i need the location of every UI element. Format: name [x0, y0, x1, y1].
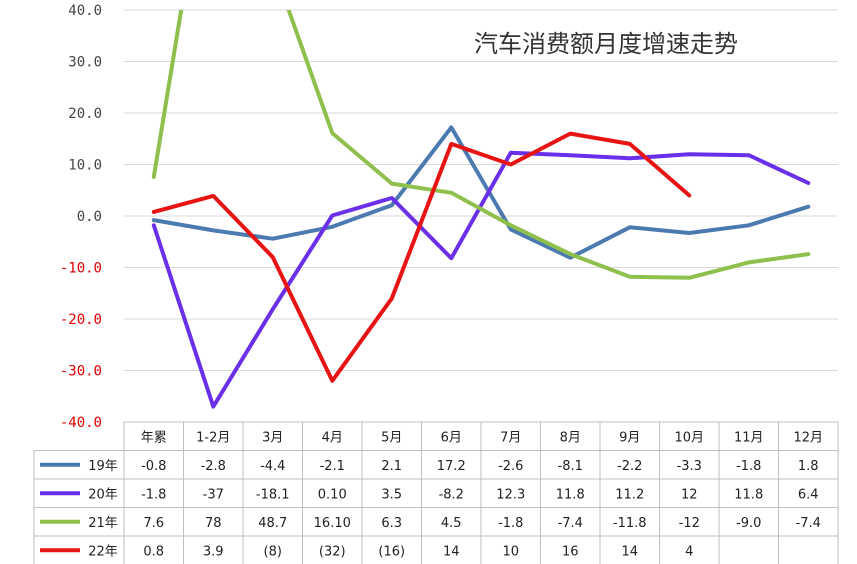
data-label: -2.1	[320, 459, 345, 474]
category-label: 3月	[262, 430, 283, 445]
data-label: 78	[205, 516, 222, 531]
data-label: -37	[203, 487, 224, 502]
data-label: -7.4	[796, 516, 821, 531]
y-tick-label: 10.0	[68, 158, 102, 174]
legend-label: 21年	[88, 516, 118, 531]
y-tick-label: -40.0	[60, 415, 102, 431]
y-tick-label: 20.0	[68, 106, 102, 122]
data-label: -11.8	[613, 516, 647, 531]
data-label: (16)	[378, 544, 405, 559]
series-lines	[151, 10, 811, 409]
data-label: -7.4	[558, 516, 583, 531]
y-tick-label: -30.0	[60, 364, 102, 380]
data-label: 48.7	[258, 516, 287, 531]
legend-label: 22年	[88, 544, 118, 559]
category-label: 8月	[560, 430, 581, 445]
data-label: -9.0	[736, 516, 761, 531]
y-tick-label: 30.0	[68, 55, 102, 71]
category-label: 12月	[793, 430, 823, 445]
category-label: 1-2月	[196, 430, 230, 445]
data-label: 4	[685, 544, 693, 559]
chart-title: 汽车消费额月度增速走势	[474, 30, 738, 58]
data-table: 年累 1-2月 3月 4月 5月 6月 7月 8月 9月 10月 11月 12月 19年 -0.8 -2.8…	[33, 421, 839, 564]
data-label: 16	[562, 544, 579, 559]
category-label: 年累	[141, 430, 167, 445]
data-label: 11.8	[734, 487, 763, 502]
data-label: -8.1	[558, 459, 583, 474]
data-label: -8.2	[439, 487, 464, 502]
data-label: -1.8	[736, 459, 761, 474]
data-label: 6.4	[798, 487, 819, 502]
data-label: -2.6	[498, 459, 523, 474]
data-label: 11.2	[615, 487, 644, 502]
data-label: -1.8	[141, 487, 166, 502]
series-line-19年	[151, 125, 811, 260]
data-label: 3.9	[203, 544, 224, 559]
data-label: -18.1	[256, 487, 290, 502]
data-label: 17.2	[437, 459, 466, 474]
series-line-20年	[151, 150, 811, 409]
data-label: 0.8	[143, 544, 164, 559]
data-label: 7.6	[143, 516, 164, 531]
data-label: -1.8	[498, 516, 523, 531]
category-label: 10月	[674, 430, 704, 445]
category-label: 5月	[381, 430, 402, 445]
data-label: (32)	[319, 544, 346, 559]
data-label: 14	[443, 544, 460, 559]
series-line-21年	[151, 10, 811, 280]
data-label: 2.1	[381, 459, 402, 474]
y-tick-label: -10.0	[60, 261, 102, 277]
data-label: 10	[502, 544, 519, 559]
data-label: 1.8	[798, 459, 819, 474]
y-axis: 40.0 30.0 20.0 10.0 0.0 -10.0 -20.0 -30.0 -40.0	[60, 3, 102, 431]
data-label: 11.8	[556, 487, 585, 502]
y-tick-label: 0.0	[77, 209, 102, 225]
legend-label: 19年	[88, 459, 118, 474]
data-label: -2.8	[201, 459, 226, 474]
data-label: 14	[621, 544, 638, 559]
data-label: -4.4	[260, 459, 285, 474]
data-label: (8)	[264, 544, 282, 559]
data-label: 3.5	[381, 487, 402, 502]
category-label: 11月	[734, 430, 764, 445]
data-label: 12	[681, 487, 698, 502]
data-label: 6.3	[381, 516, 402, 531]
category-label: 7月	[500, 430, 521, 445]
y-tick-label: -20.0	[60, 312, 102, 328]
data-label: -0.8	[141, 459, 166, 474]
y-tick-label: 40.0	[68, 3, 102, 19]
data-label: 16.10	[314, 516, 351, 531]
data-label: 4.5	[441, 516, 462, 531]
category-label: 6月	[441, 430, 462, 445]
category-label: 4月	[322, 430, 343, 445]
category-label: 9月	[619, 430, 640, 445]
data-label: 0.10	[318, 487, 347, 502]
data-label: -3.3	[677, 459, 702, 474]
legend-label: 20年	[88, 487, 118, 502]
data-label: -2.2	[617, 459, 642, 474]
data-label: -12	[679, 516, 700, 531]
data-label: 12.3	[496, 487, 525, 502]
series-line-22年	[151, 131, 692, 383]
